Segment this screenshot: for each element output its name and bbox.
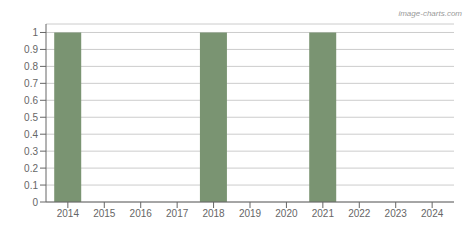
svg-text:0.4: 0.4 — [24, 129, 38, 140]
svg-text:0: 0 — [32, 197, 38, 208]
svg-text:0.5: 0.5 — [24, 112, 38, 123]
svg-text:0.3: 0.3 — [24, 146, 38, 157]
svg-text:2023: 2023 — [385, 208, 408, 219]
svg-text:2015: 2015 — [93, 208, 116, 219]
svg-text:2016: 2016 — [130, 208, 153, 219]
svg-text:2024: 2024 — [421, 208, 444, 219]
svg-text:2014: 2014 — [57, 208, 80, 219]
svg-text:0.8: 0.8 — [24, 61, 38, 72]
svg-text:0.1: 0.1 — [24, 180, 38, 191]
svg-text:2022: 2022 — [348, 208, 371, 219]
svg-text:0.9: 0.9 — [24, 44, 38, 55]
svg-text:0.7: 0.7 — [24, 78, 38, 89]
svg-text:2021: 2021 — [312, 208, 335, 219]
svg-text:0.2: 0.2 — [24, 163, 38, 174]
html-text:image-charts.com: image-charts.com — [398, 9, 462, 18]
svg-text:0.6: 0.6 — [24, 95, 38, 106]
svg-text:2018: 2018 — [202, 208, 225, 219]
svg-text:1: 1 — [32, 27, 38, 38]
svg-text:2019: 2019 — [239, 208, 262, 219]
svg-text:2017: 2017 — [166, 208, 189, 219]
svg-text:2020: 2020 — [275, 208, 298, 219]
